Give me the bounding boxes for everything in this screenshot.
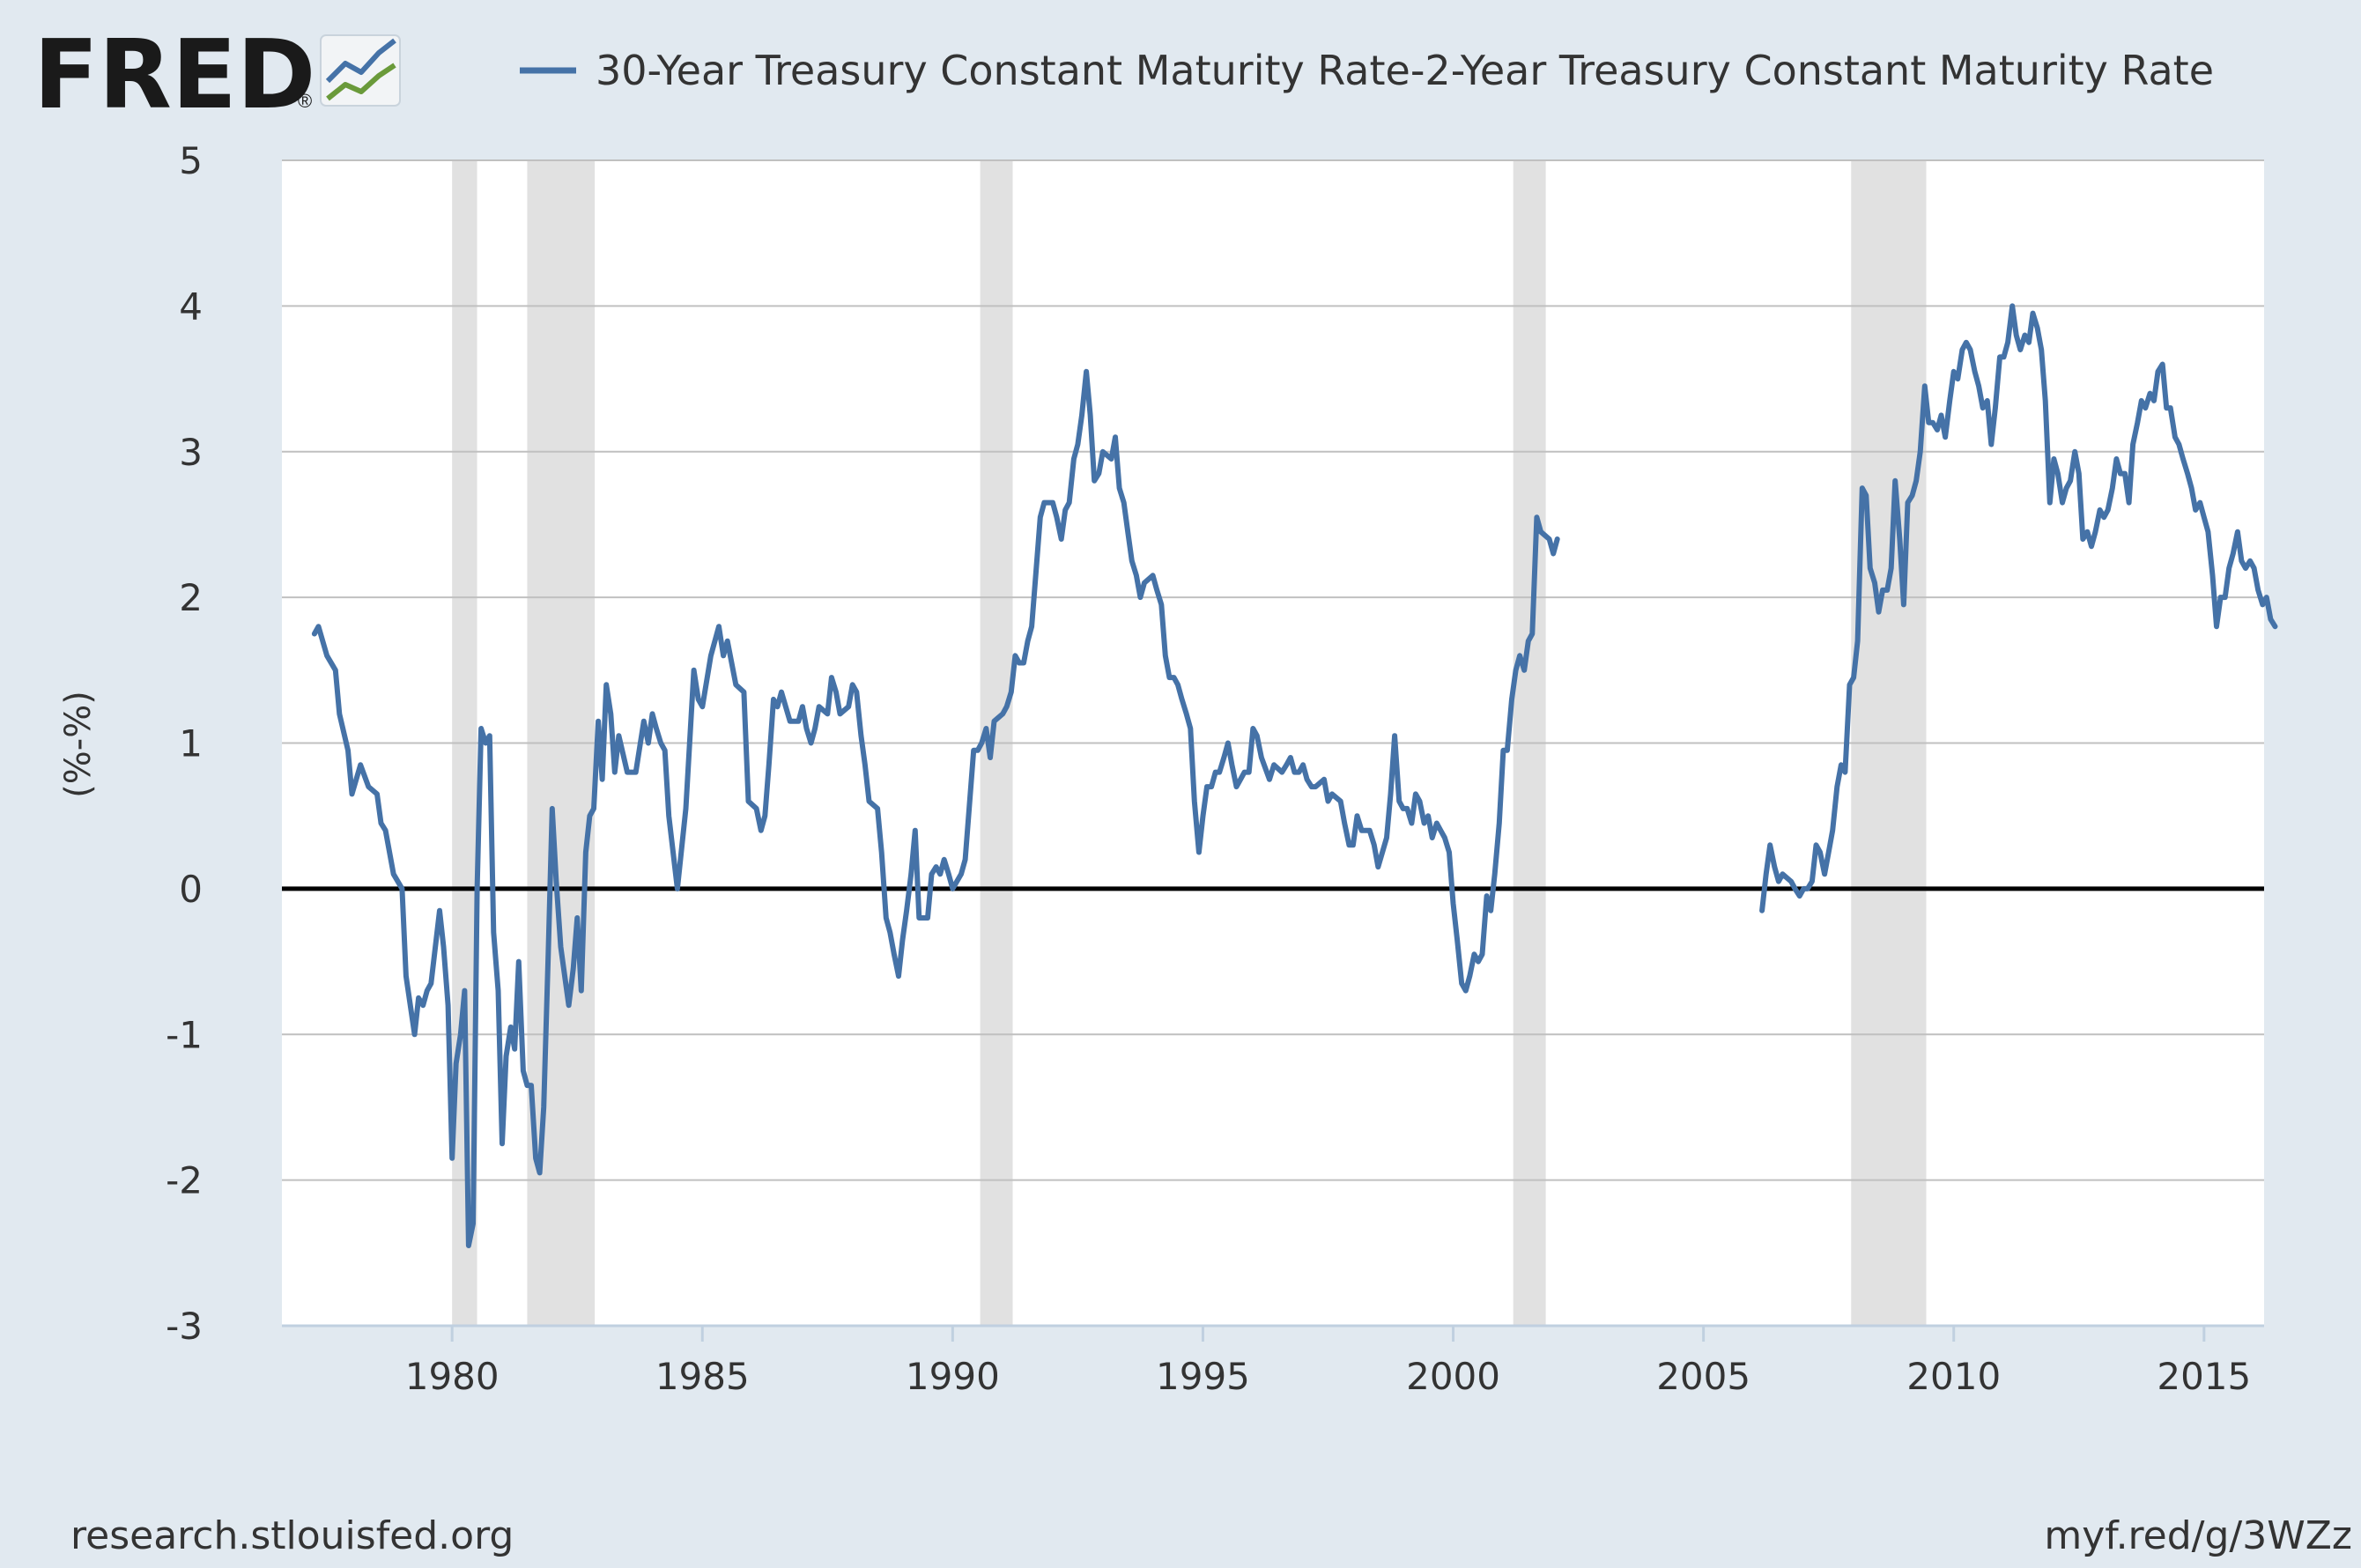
footer-source-link[interactable]: research.stlouisfed.org [70,1513,514,1558]
y-tick-label: 3 [179,431,203,474]
legend[interactable]: 30-Year Treasury Constant Maturity Rate-… [520,47,2214,94]
y-tick-label: 5 [179,139,203,182]
fred-logo-chart-icon [320,34,401,107]
y-tick-label: -3 [166,1305,203,1348]
x-axis: 1980 1985 1990 1995 2000 2005 2010 2015 [405,1326,2251,1398]
x-tick-label: 1985 [655,1355,750,1398]
series-line-segment-0 [311,368,1560,1248]
fred-logo-text: FRED [33,20,315,130]
x-tick-label: 2015 [2157,1355,2251,1398]
y-axis-label: (%-%) [58,691,99,798]
x-tick-label: 1990 [906,1355,1000,1398]
registered-mark: ® [298,90,312,112]
series-lines [311,303,2278,1248]
legend-label: 30-Year Treasury Constant Maturity Rate-… [596,47,2214,94]
x-tick-label: 2010 [1906,1355,2001,1398]
x-tick-label: 2000 [1406,1355,1500,1398]
y-tick-label: -1 [166,1013,203,1056]
y-tick-label: -2 [166,1159,203,1202]
x-tick-label: 1980 [405,1355,500,1398]
x-tick-label: 1995 [1156,1355,1250,1398]
fred-logo[interactable]: FRED ® [33,20,401,130]
series-line-segment-1 [1759,303,2278,913]
y-tick-label: 4 [179,285,203,328]
y-tick-label: 2 [179,576,203,619]
x-tick-label: 2005 [1656,1355,1750,1398]
footer-short-link[interactable]: myf.red/g/3WZz [2044,1513,2352,1558]
y-tick-label: 1 [179,722,203,766]
y-tick-label: 0 [179,868,203,911]
y-axis: 5 4 3 2 1 0 -1 -2 -3 [166,139,203,1348]
